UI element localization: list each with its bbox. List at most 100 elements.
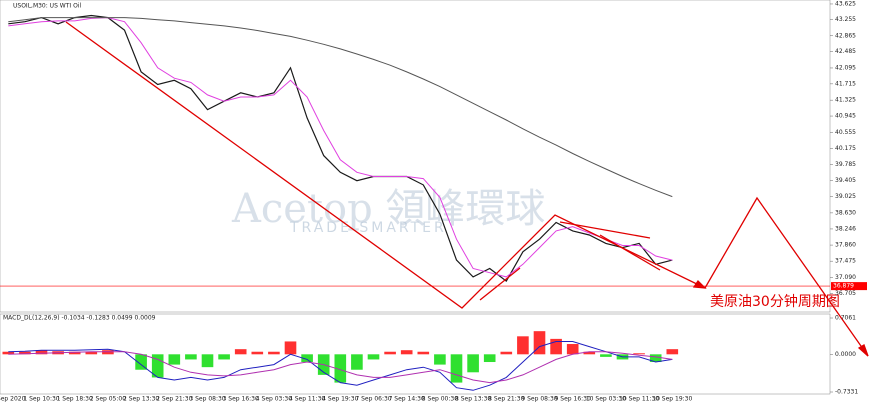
macd-bar: [168, 354, 181, 365]
macd-bar: [483, 354, 496, 363]
x-tick-label: 2 Sep 05:00: [90, 396, 126, 403]
x-tick-label: 10 Sep 19:30: [652, 396, 692, 403]
trend-line: [479, 267, 521, 301]
trend-lines: [65, 21, 869, 357]
y-tick-label: 40.945: [835, 113, 856, 120]
macd-bar: [400, 350, 413, 355]
trend-line: [704, 196, 869, 357]
x-tick-label: 4 Sep 03:30: [256, 396, 292, 403]
x-tick-label: 10 Sep 03:30: [586, 396, 626, 403]
macd-bar: [600, 354, 612, 357]
macd-bar: [102, 350, 114, 355]
macd-bar: [35, 350, 48, 355]
x-tick-label: 9 Sep 08:30: [521, 396, 557, 403]
macd-bar: [417, 351, 430, 355]
macd-bar: [517, 336, 529, 355]
macd-bar: [566, 344, 579, 355]
x-tick-label: 10 Sep 11:30: [619, 396, 659, 403]
y-tick-label: 0.0000: [835, 351, 856, 358]
x-tick-label: 8 Sep 21:30: [488, 396, 524, 403]
macd-bar: [234, 349, 247, 355]
y-tick-label: 40.555: [835, 129, 856, 136]
watermark-sub: TRADE SMARTER: [289, 220, 447, 236]
y-tick-label: 38.246: [835, 225, 856, 232]
macd-bar: [151, 354, 164, 378]
macd-bar: [583, 351, 596, 355]
x-tick-label: 8 Sep 13:30: [455, 396, 491, 403]
y-tick-label: 36.705: [835, 290, 856, 297]
macd-bar: [384, 351, 396, 355]
y-tick-label: 38.630: [835, 209, 856, 216]
y-tick-label: 40.175: [835, 145, 856, 152]
macd-bar: [135, 354, 147, 370]
x-tick-label: 3 Sep 08:30: [189, 396, 225, 403]
last-price-tag: [831, 282, 867, 291]
y-tick-label: 39.785: [835, 161, 856, 168]
macd-bar: [201, 354, 214, 368]
chart-title: USOIL,M30: US WTI Oil: [13, 3, 81, 10]
x-tick-label: 1 Sep 2020: [0, 396, 26, 403]
x-tick-label: 8 Sep 00:30: [422, 396, 458, 403]
price-line: [8, 17, 673, 278]
macd-bar: [19, 351, 31, 355]
y-tick-label: 39.405: [835, 177, 856, 184]
y-tick-label: 0.7061: [835, 315, 856, 322]
y-tick-label: 37.860: [835, 242, 856, 249]
y-tick-label: 42.485: [835, 48, 856, 55]
y-tick-label: 41.325: [835, 97, 856, 104]
y-tick-label: 37.090: [835, 274, 856, 281]
macd-bar: [301, 354, 313, 363]
watermark: Acetop 領峰環球: [231, 186, 545, 232]
macd-bar: [633, 353, 645, 355]
x-tick-label: 9 Sep 16:30: [555, 396, 591, 403]
y-tick-label: -0.7331: [835, 389, 858, 396]
macd-title: MACD_DL(12,26,9) -0.1034 -0.1283 0.0499 …: [3, 315, 156, 322]
macd-bar: [218, 354, 230, 360]
trend-line: [599, 234, 661, 271]
y-tick-label: 43.255: [835, 16, 856, 23]
macd-bar: [500, 351, 513, 355]
arrow-head: [857, 344, 869, 357]
macd-bar: [334, 354, 347, 383]
x-tick-label: 4 Sep 11:30: [289, 396, 325, 403]
macd-bar: [367, 354, 380, 360]
macd-bar: [68, 351, 81, 355]
macd-bar: [268, 351, 280, 355]
x-tick-label: 1 Sep 10:30: [23, 396, 59, 403]
macd-panel: [0, 313, 831, 395]
macd-bar: [649, 354, 662, 363]
macd-bar: [351, 354, 363, 370]
y-tick-label: 41.715: [835, 80, 856, 87]
x-tick-label: 2 Sep 13:30: [123, 396, 159, 403]
macd-bar: [550, 338, 562, 355]
y-tick-label: 42.095: [835, 64, 856, 71]
price-line: [8, 14, 673, 282]
macd-bar: [2, 351, 15, 355]
y-tick-label: 39.025: [835, 193, 856, 200]
macd-line: [8, 351, 673, 384]
y-tick-label: 42.865: [835, 32, 856, 39]
x-tick-label: 2 Sep 21:30: [156, 396, 192, 403]
annotation: 美原油30分钟周期图: [710, 293, 840, 310]
x-tick-label: 1 Sep 18:30: [57, 396, 93, 403]
y-tick-label: 43.625: [835, 0, 856, 7]
x-tick-label: 7 Sep 06:30: [355, 396, 391, 403]
last-price-label: 36.879: [833, 283, 854, 290]
x-tick-label: 4 Sep 19:30: [322, 396, 358, 403]
x-tick-label: 3 Sep 16:30: [223, 396, 259, 403]
macd-bar: [251, 351, 264, 355]
trend-line: [559, 221, 651, 239]
macd-bar: [85, 351, 98, 355]
macd-bar: [284, 341, 297, 355]
x-tick-label: 7 Sep 14:30: [389, 396, 425, 403]
price-line: [8, 17, 673, 198]
trend-line: [65, 21, 706, 309]
macd-bar: [434, 354, 446, 365]
macd-bar: [450, 354, 463, 383]
macd-bar: [533, 331, 546, 355]
macd-line: [8, 341, 673, 391]
macd-bar: [467, 354, 479, 373]
price-panel: [0, 0, 831, 313]
macd-bar: [666, 349, 679, 355]
